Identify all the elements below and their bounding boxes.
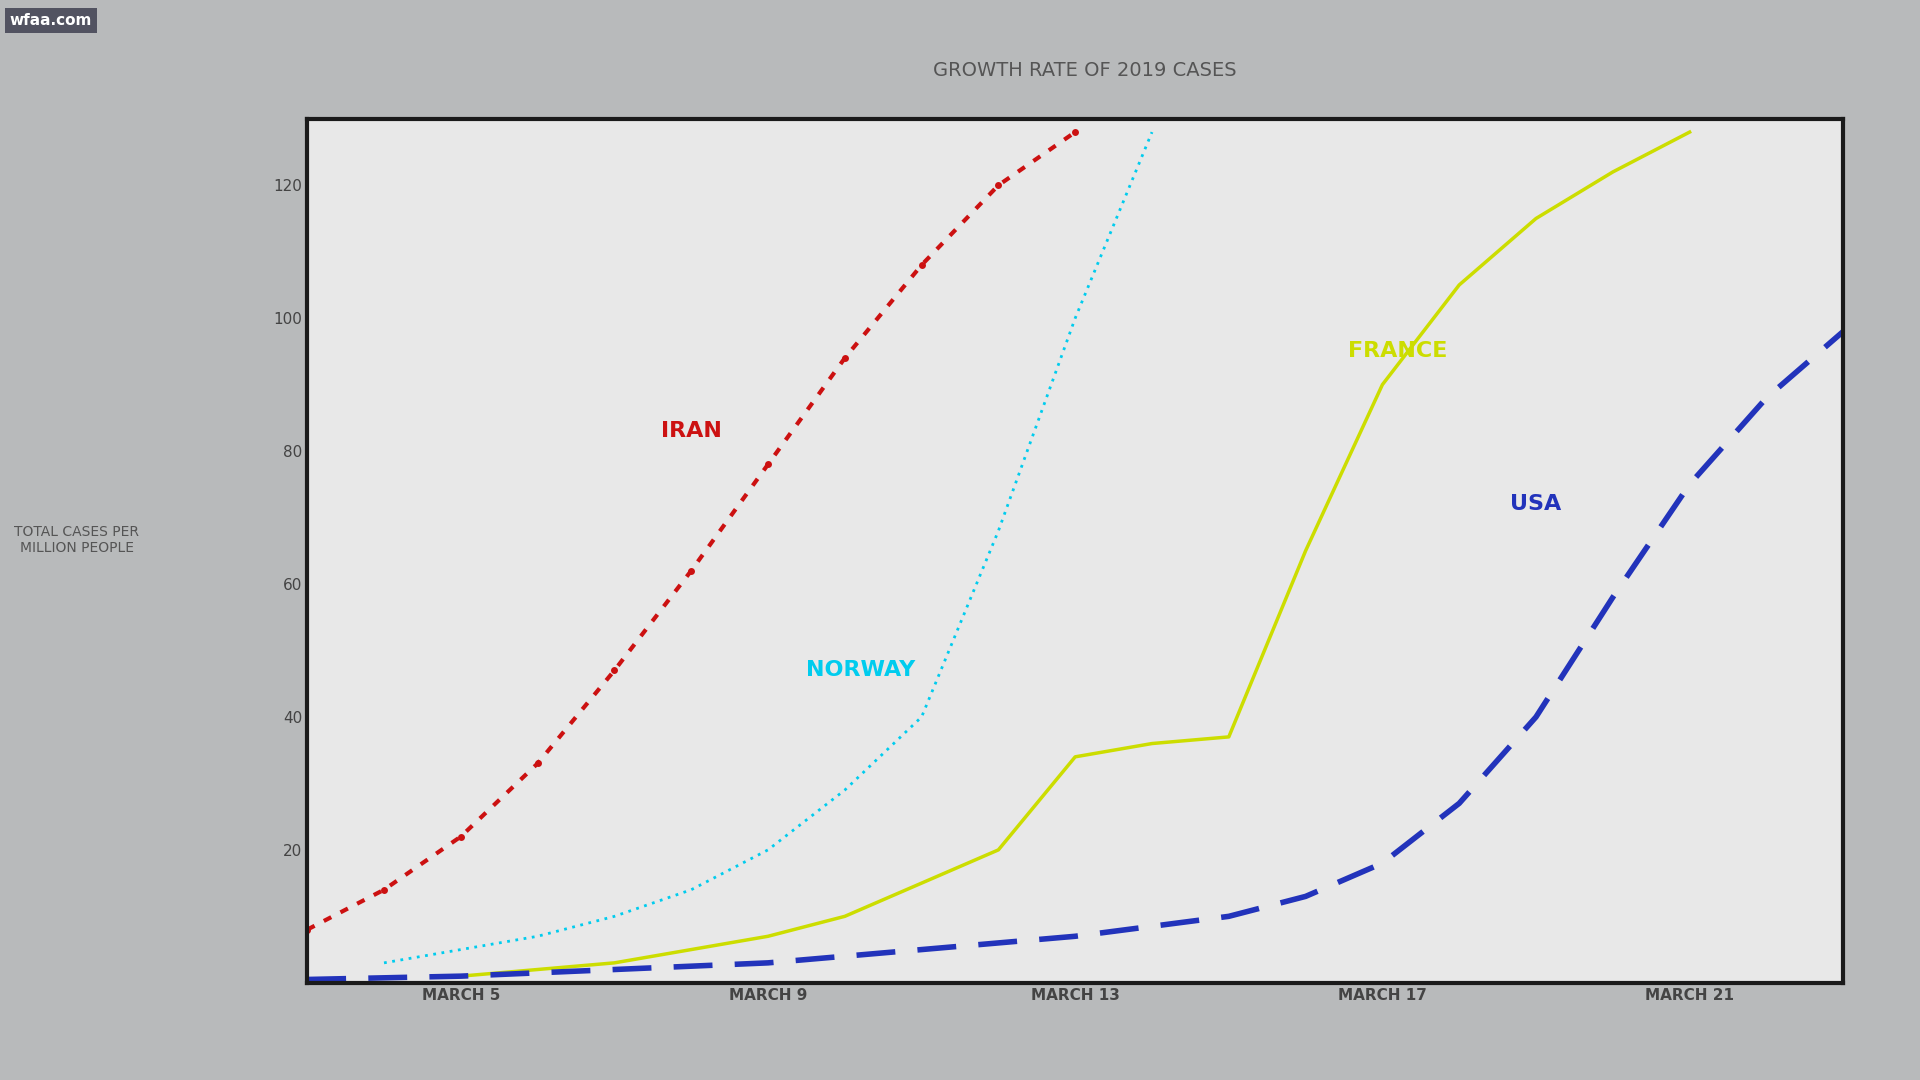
Text: TOTAL CASES PER
MILLION PEOPLE: TOTAL CASES PER MILLION PEOPLE [13,525,140,555]
Text: wfaa.com: wfaa.com [10,13,92,28]
Text: NORWAY: NORWAY [806,661,914,680]
Text: IRAN: IRAN [660,421,722,441]
Text: FRANCE: FRANCE [1348,341,1448,362]
Text: USA: USA [1511,495,1561,514]
Text: GROWTH RATE OF 2019 CASES: GROWTH RATE OF 2019 CASES [933,60,1236,80]
